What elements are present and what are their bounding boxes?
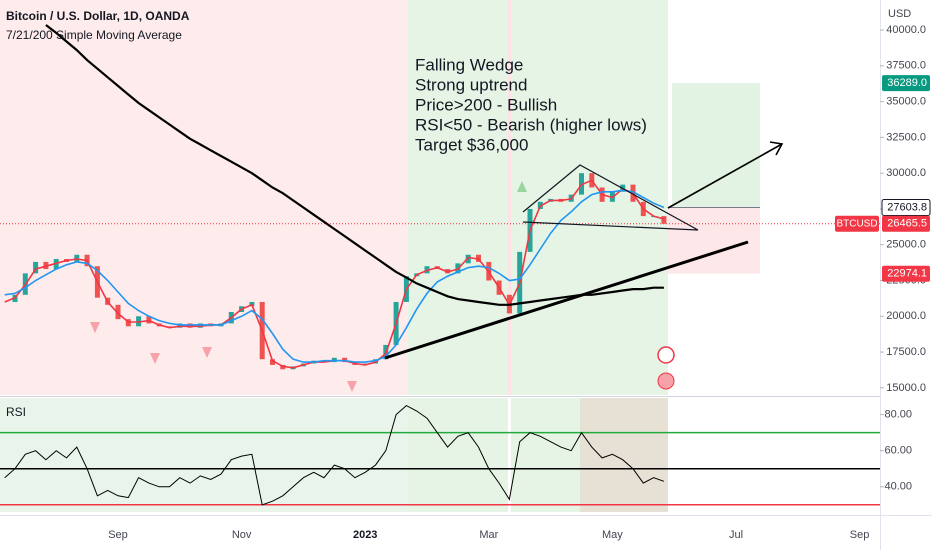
chart-title: Bitcoin / U.S. Dollar, 1D, OANDA — [6, 9, 190, 23]
annotation: Price>200 - Bullish — [415, 95, 557, 114]
drawings — [90, 141, 784, 392]
rsi-title: RSI — [6, 405, 26, 419]
plot — [0, 24, 880, 506]
zones — [0, 0, 668, 512]
bull-zone — [408, 0, 508, 395]
candle — [465, 254, 471, 264]
x-tick-label: Mar — [479, 529, 498, 541]
price-label: 27603.8 — [887, 201, 927, 213]
symbol-label: BTCUSD — [836, 218, 877, 229]
price-label-box — [882, 265, 930, 282]
y-tick-label: 30000.0 — [886, 167, 926, 179]
sma-line — [45, 24, 664, 306]
wedge — [522, 164, 699, 231]
target-arrow — [667, 143, 783, 209]
y-tick-label: 32500.0 — [886, 131, 926, 143]
annotation: RSI<50 - Bearish (higher lows) — [415, 115, 647, 134]
trend-line — [384, 240, 749, 360]
candle — [33, 261, 39, 274]
event-icon — [657, 346, 675, 364]
price-label-box — [881, 198, 931, 216]
arrow-head — [769, 141, 784, 156]
candle — [270, 359, 275, 365]
rsi-tick-label: 80.00 — [884, 409, 912, 421]
y-tick-label: 35000.0 — [886, 96, 926, 108]
candle — [661, 216, 667, 224]
rsi-zone — [0, 398, 408, 512]
bear-zone — [508, 0, 511, 395]
annotation: Target $36,000 — [415, 135, 528, 154]
rsi-zone — [511, 398, 668, 512]
price-label: 22974.1 — [887, 268, 927, 280]
y-tick-label: 20000.0 — [886, 310, 926, 322]
rsi-line — [4, 404, 665, 506]
y-tick-label: 40000.0 — [886, 24, 926, 36]
x-tick-label: Nov — [232, 529, 252, 541]
bear-zone — [0, 0, 408, 395]
rsi-tick-label: 60.00 — [884, 445, 912, 457]
symbol-label-box — [835, 215, 879, 232]
rsi-zone — [580, 398, 668, 512]
target-box — [672, 83, 760, 208]
sma-line — [4, 189, 665, 363]
y-tick-label: 15000.0 — [886, 382, 926, 394]
y-tick-label: 17500.0 — [886, 346, 926, 358]
annotation: Strong uptrend — [415, 75, 527, 94]
x-tick-label: Sep — [850, 529, 870, 541]
currency-label: USD — [888, 8, 911, 20]
y-tick-label: 25000.0 — [886, 239, 926, 251]
x-tick-label: 2023 — [353, 529, 377, 541]
rsi-tick-label: 40.00 — [884, 481, 912, 493]
price-label: 36289.0 — [887, 77, 927, 89]
annotations: Falling Wedge Strong uptrend Price>200 -… — [415, 55, 647, 154]
candle — [115, 304, 121, 320]
price-label: 26465.5 — [887, 218, 927, 230]
price-label-box — [882, 75, 930, 92]
x-tick-label: May — [602, 529, 623, 541]
buy-marker — [517, 181, 527, 192]
chart-subtitle: 7/21/200 Simple Moving Average — [6, 28, 182, 42]
y-tick-label: 37500.0 — [886, 60, 926, 72]
annotation: Falling Wedge — [415, 55, 523, 74]
x-tick-label: Jul — [729, 529, 743, 541]
x-tick-label: Sep — [108, 529, 128, 541]
event-icon — [657, 372, 675, 390]
price-label-box — [882, 215, 930, 232]
